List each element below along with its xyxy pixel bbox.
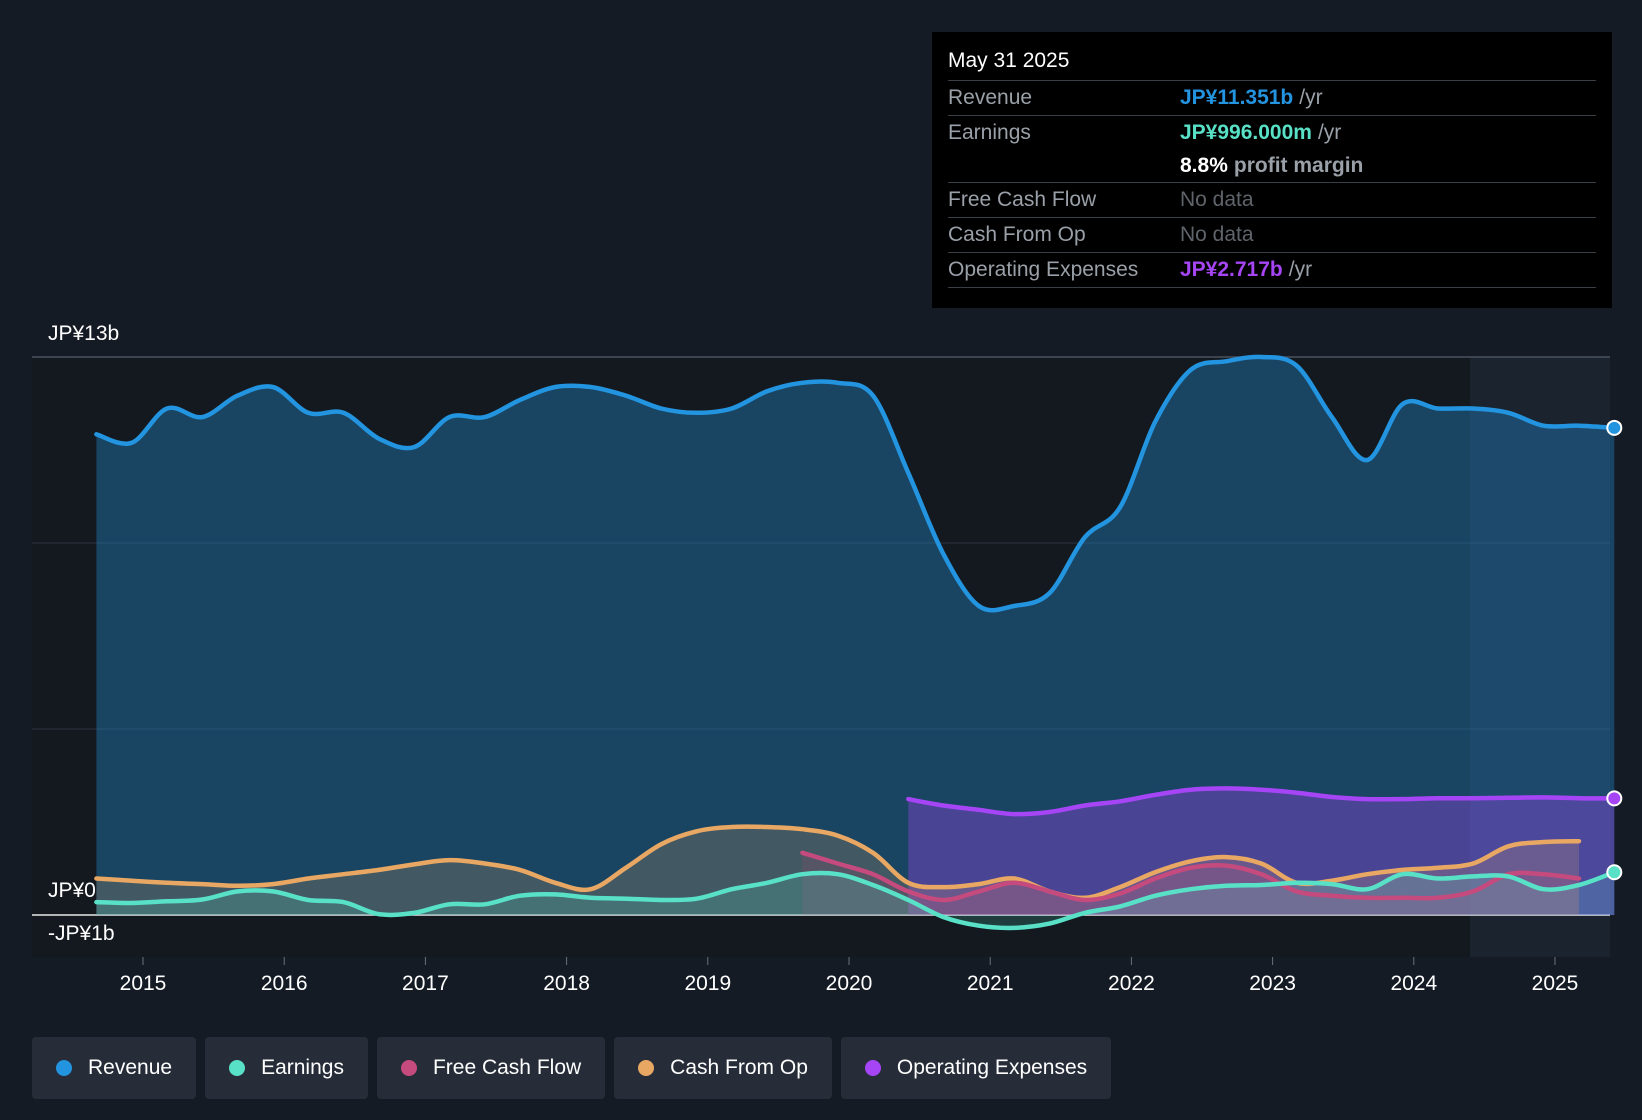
earnings-endpoint-marker <box>1606 864 1623 881</box>
tooltip-earnings-value: JP¥996.000m <box>1180 121 1312 144</box>
series-endpoints <box>1606 419 1623 881</box>
x-tick-label: 2017 <box>402 972 449 995</box>
legend-item-earnings[interactable]: Earnings <box>205 1037 368 1099</box>
legend-item-operating-expenses[interactable]: Operating Expenses <box>840 1037 1112 1099</box>
tooltip-margin-value: 8.8% <box>1180 154 1228 177</box>
y-axis-bottom-label: -JP¥1b <box>48 922 115 945</box>
free-cash-flow-line <box>800 850 1582 903</box>
series-lines <box>94 354 1617 931</box>
tooltip-label: Revenue <box>948 86 1033 109</box>
tooltip-margin-label: profit margin <box>1233 154 1364 177</box>
x-tick-label: 2015 <box>120 972 167 995</box>
x-tick-label: 2016 <box>261 972 308 995</box>
x-axis-ticks: 2015 2016 2017 2018 2019 2020 2021 2022 2023 2024… <box>120 957 1579 995</box>
revenue-line <box>94 354 1617 613</box>
x-tick-label: 2025 <box>1532 972 1579 995</box>
tooltip-cfo-value: No data <box>1180 223 1254 246</box>
tooltip-fcf-value: No data <box>1180 188 1254 211</box>
revenue-dot-icon <box>56 1060 72 1076</box>
legend-item-revenue[interactable]: Revenue <box>32 1037 197 1099</box>
x-tick-label: 2022 <box>1108 972 1155 995</box>
earnings-dot-icon <box>229 1060 246 1076</box>
earnings-line <box>94 869 1617 931</box>
operating-expenses-endpoint-marker <box>1606 790 1623 807</box>
tooltip-revenue-value: JP¥11.351b <box>1180 86 1294 109</box>
x-tick-label: 2018 <box>543 972 590 995</box>
cash-from-op-dot-icon <box>638 1060 655 1076</box>
tooltip-unit: /yr <box>1299 86 1323 109</box>
legend-label: Revenue <box>88 1056 173 1079</box>
legend-label: Earnings <box>261 1056 344 1079</box>
tooltip-date: May 31 2025 <box>948 49 1070 72</box>
tooltip-row-fcf: Free Cash Flow No data <box>948 182 1596 217</box>
legend: Revenue Earnings Free Cash Flow Cash Fro… <box>32 1037 1112 1099</box>
x-tick-label: 2020 <box>826 972 873 995</box>
tooltip-row-earnings: Earnings JP¥996.000m /yr <box>948 115 1596 150</box>
tooltip-row-cfo: Cash From Op No data <box>948 217 1596 252</box>
hover-tooltip: May 31 2025 Revenue JP¥11.351b /yr Earni… <box>932 32 1612 308</box>
legend-label: Cash From Op <box>670 1056 808 1079</box>
tooltip-label: Earnings <box>948 121 1031 144</box>
gridlines <box>32 356 1610 916</box>
legend-item-cash-from-op[interactable]: Cash From Op <box>614 1037 832 1099</box>
legend-item-free-cash-flow[interactable]: Free Cash Flow <box>376 1037 606 1099</box>
tooltip-opex-value: JP¥2.717b <box>1180 258 1283 281</box>
tooltip-label: Operating Expenses <box>948 258 1139 281</box>
legend-label: Free Cash Flow <box>432 1056 582 1079</box>
revenue-area <box>96 356 1615 915</box>
tooltip-unit: /yr <box>1317 121 1342 144</box>
revenue-endpoint-marker <box>1606 419 1623 436</box>
x-tick-label: 2023 <box>1249 972 1296 995</box>
tooltip-row-revenue: Revenue JP¥11.351b /yr <box>948 80 1596 115</box>
cash-from-op-line <box>94 824 1582 901</box>
legend-label: Operating Expenses <box>896 1056 1088 1079</box>
tooltip-row-opex: Operating Expenses JP¥2.717b /yr <box>948 252 1596 288</box>
tooltip-label: Cash From Op <box>948 223 1086 246</box>
x-tick-label: 2019 <box>684 972 731 995</box>
tooltip-label: Free Cash Flow <box>948 188 1097 211</box>
operating-expenses-line <box>906 786 1617 817</box>
tooltip-row-margin: 8.8% profit margin <box>948 150 1596 182</box>
tooltip-unit: /yr <box>1288 258 1313 281</box>
x-tick-label: 2021 <box>967 972 1014 995</box>
recent-period-highlight <box>1470 357 1610 957</box>
y-axis-top-label: JP¥13b <box>48 322 119 345</box>
x-tick-label: 2024 <box>1390 972 1437 995</box>
free-cash-flow-dot-icon <box>400 1060 417 1076</box>
y-axis-zero-label: JP¥0 <box>48 879 96 902</box>
operating-expenses-dot-icon <box>864 1060 881 1076</box>
operating-expenses-area <box>908 788 1615 915</box>
cash-from-op-area <box>96 826 1579 915</box>
